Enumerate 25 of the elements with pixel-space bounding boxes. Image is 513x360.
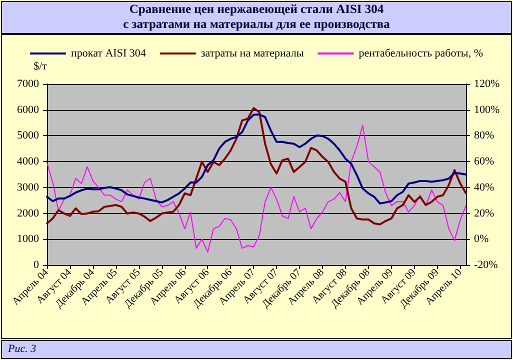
y2-tick-label: -20% (474, 259, 498, 271)
line-series (46, 124, 466, 253)
y2-tick-label: 80% (474, 130, 494, 142)
y-tick-label: 6000 (17, 104, 40, 116)
line-series (46, 114, 467, 204)
y2-tick-label: 20% (474, 207, 494, 220)
y-tick-label: 2000 (17, 207, 40, 220)
y2-tick-label: 40% (474, 181, 494, 194)
y-tick-label: 4000 (17, 156, 40, 168)
legend-label: рентабельность работы, % (358, 48, 483, 60)
y2-tick-label: 60% (474, 156, 494, 168)
line-series (46, 107, 467, 226)
y-tick-label: 3000 (17, 181, 40, 194)
y-tick-label: 7000 (17, 78, 40, 90)
y-axis-title: $/т (34, 60, 48, 72)
y-tick-label: 0 (34, 259, 40, 271)
legend-label: прокат AISI 304 (71, 48, 146, 60)
y-tick-label: 5000 (17, 130, 40, 142)
legend-label: затраты на материалы (200, 48, 304, 60)
chart-title: Сравнение цен нержавеющей стали AISI 304 с затратами на материалы для ее производства (1, 1, 512, 34)
y2-tick-label: 120% (474, 78, 500, 90)
y2-tick-label: 100% (474, 104, 500, 116)
y-tick-label: 1000 (17, 233, 40, 246)
text: Рис. 3 (8, 343, 36, 355)
y2-tick-label: 0% (474, 233, 489, 246)
